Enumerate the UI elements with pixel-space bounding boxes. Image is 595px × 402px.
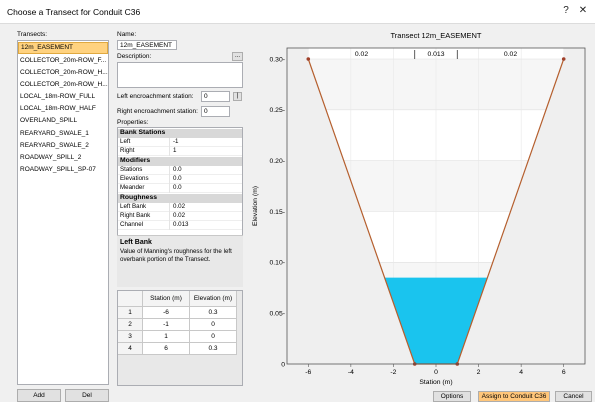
left-encroachment-input[interactable]: 0: [201, 91, 230, 102]
list-item[interactable]: COLLECTOR_20m-ROW_H...: [20, 81, 108, 88]
elevation-cell[interactable]: 0: [190, 319, 237, 331]
x-tick-label: -6: [305, 369, 311, 376]
help-text: Value of Manning's roughness for the lef…: [120, 248, 232, 263]
transects-label: Transects:: [17, 31, 48, 38]
del-button[interactable]: Del: [65, 389, 109, 402]
close-button[interactable]: ✕: [578, 5, 588, 16]
list-item[interactable]: REARYARD_SWALE_2: [20, 142, 89, 149]
x-tick-label: -4: [348, 369, 354, 376]
data-point: [306, 57, 311, 61]
description-input[interactable]: [117, 62, 243, 88]
transect-chart: Transect 12m_EASEMENT 0.02 0.013 0.02 -6 -4…: [252, 31, 586, 386]
row-number: 2: [118, 319, 143, 331]
list-item[interactable]: REARYARD_SWALE_1: [20, 130, 89, 137]
roughness-label: 0.02: [355, 51, 368, 58]
x-tick-label: -2: [390, 369, 396, 376]
y-axis-label: Elevation (m): [252, 186, 259, 226]
station-cell[interactable]: -1: [143, 319, 190, 331]
grid-header-station: Station (m): [143, 291, 190, 307]
row-number: 3: [118, 331, 143, 343]
property-row[interactable]: Right 1: [118, 147, 242, 156]
y-tick-label: 0: [281, 361, 285, 368]
y-tick-label: 0.05-: [270, 310, 286, 317]
station-elevation-grid[interactable]: Station (m) Elevation (m) 1 -6 0.3 2 -1 …: [117, 290, 243, 386]
data-point: [561, 57, 566, 61]
category-roughness: Roughness: [118, 194, 242, 203]
x-tick-label: 4: [519, 369, 523, 376]
grid-corner: [118, 291, 143, 307]
list-item[interactable]: OVERLAND_SPILL: [20, 117, 78, 124]
x-axis-label: Station (m): [419, 379, 452, 386]
x-tick-label: 2: [477, 369, 481, 376]
help-button[interactable]: ?: [563, 5, 569, 16]
station-cell[interactable]: -6: [143, 307, 190, 319]
options-button[interactable]: Options: [433, 391, 471, 402]
row-number: 1: [118, 307, 143, 319]
water-level-fill: [384, 277, 488, 364]
y-tick-label: 0.30-: [270, 56, 286, 63]
property-row[interactable]: Meander 0.0: [118, 184, 242, 193]
left-encroachment-button[interactable]: |: [233, 92, 242, 101]
property-row[interactable]: Channel 0.013: [118, 221, 242, 230]
title-bar: Choose a Transect for Conduit C36 ? ✕: [0, 0, 595, 24]
x-tick-label: 0: [434, 369, 438, 376]
list-item[interactable]: 12m_EASEMENT: [18, 42, 108, 54]
property-row[interactable]: Right Bank 0.02: [118, 212, 242, 221]
property-help-panel: Left Bank Value of Manning's roughness f…: [117, 235, 243, 287]
help-title: Left Bank: [120, 239, 152, 246]
elevation-cell[interactable]: 0.3: [190, 343, 237, 355]
property-row[interactable]: Left -1: [118, 138, 242, 147]
list-item[interactable]: ROADWAY_SPILL_2: [20, 154, 82, 161]
assign-button[interactable]: Assign to Conduit C36: [478, 391, 550, 402]
list-item[interactable]: LOCAL_18m-ROW_HALF: [20, 105, 96, 112]
category-bank-stations: Bank Stations: [118, 129, 242, 138]
y-ticks: 0 0.05- 0.10- 0.15- 0.20- 0.25- 0.30-: [270, 56, 286, 368]
chart-title: Transect 12m_EASEMENT: [391, 31, 482, 40]
elevation-cell[interactable]: 0: [190, 331, 237, 343]
description-edit-button[interactable]: ...: [232, 52, 243, 61]
left-encroachment-label: Left encroachment station:: [117, 93, 194, 100]
list-item[interactable]: ROADWAY_SPILL_SP-07: [20, 166, 96, 173]
add-button[interactable]: Add: [17, 389, 61, 402]
y-tick-label: 0.10-: [270, 260, 286, 267]
elevation-cell[interactable]: 0.3: [190, 307, 237, 319]
list-item[interactable]: COLLECTOR_20m-ROW_F...: [20, 57, 107, 64]
right-encroachment-input[interactable]: 0: [201, 106, 230, 117]
y-tick-label: 0.20-: [270, 158, 286, 165]
x-tick-label: 6: [562, 369, 566, 376]
y-tick-label: 0.15-: [270, 209, 286, 216]
y-tick-label: 0.25-: [270, 107, 286, 114]
station-cell[interactable]: 1: [143, 331, 190, 343]
right-encroachment-label: Right encroachment station:: [117, 108, 198, 115]
description-label: Description:: [117, 53, 152, 60]
roughness-label: 0.02: [504, 51, 517, 58]
ground-fill: [287, 48, 585, 364]
property-row[interactable]: Stations 0.0: [118, 166, 242, 175]
property-row[interactable]: Left Bank 0.02: [118, 203, 242, 212]
roughness-label: 0.013: [427, 51, 444, 58]
properties-label: Properties:: [117, 119, 149, 126]
window-title: Choose a Transect for Conduit C36: [7, 7, 141, 17]
list-item[interactable]: LOCAL_18m-ROW_FULL: [20, 93, 96, 100]
roughness-labels: 0.02 0.013 0.02: [355, 50, 517, 59]
name-input[interactable]: 12m_EASEMENT: [117, 40, 177, 50]
list-item[interactable]: COLLECTOR_20m-ROW_H...: [20, 69, 108, 76]
cancel-button[interactable]: Cancel: [555, 391, 592, 402]
row-number: 4: [118, 343, 143, 355]
category-modifiers: Modifiers: [118, 157, 242, 166]
station-cell[interactable]: 6: [143, 343, 190, 355]
property-row[interactable]: Elevations 0.0: [118, 175, 242, 184]
grid-header-elevation: Elevation (m): [190, 291, 237, 307]
transects-list[interactable]: 12m_EASEMENT COLLECTOR_20m-ROW_F... COLL…: [17, 40, 109, 385]
name-label: Name:: [117, 31, 137, 38]
x-ticks: -6 -4 -2 0 2 4 6: [305, 364, 566, 376]
